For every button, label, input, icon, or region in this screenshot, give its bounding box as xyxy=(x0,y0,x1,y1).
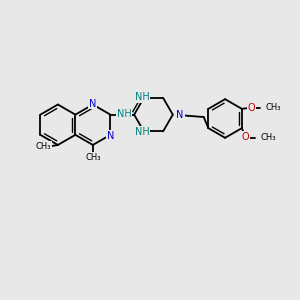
Text: N: N xyxy=(89,99,97,109)
Text: CH₃: CH₃ xyxy=(36,142,51,151)
Text: N: N xyxy=(107,131,114,141)
Text: NH: NH xyxy=(135,92,150,102)
Text: CH₃: CH₃ xyxy=(260,133,276,142)
Text: CH₃: CH₃ xyxy=(85,153,100,162)
Text: O: O xyxy=(248,103,255,113)
Text: O: O xyxy=(242,132,249,142)
Text: NH: NH xyxy=(135,127,150,137)
Text: CH₃: CH₃ xyxy=(266,103,281,112)
Text: NH: NH xyxy=(117,109,132,119)
Text: N: N xyxy=(176,110,184,120)
